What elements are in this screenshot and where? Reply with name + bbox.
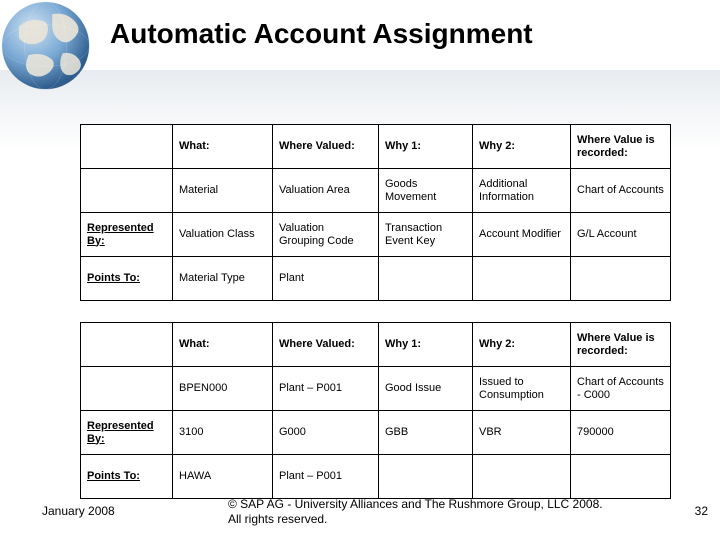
header-cell: Why 1: (379, 125, 473, 169)
cell: Chart of Accounts (571, 169, 671, 213)
example-table: What: Where Valued: Why 1: Why 2: Where … (80, 322, 671, 499)
cell (571, 257, 671, 301)
cell (379, 455, 473, 499)
footer-copyright: © SAP AG - University Alliances and The … (228, 497, 608, 526)
cell: Plant – P001 (273, 455, 379, 499)
row-label: Represented By: (81, 213, 173, 257)
cell: GBB (379, 411, 473, 455)
header-cell: What: (173, 323, 273, 367)
row-label: Points To: (81, 257, 173, 301)
row-label (81, 367, 173, 411)
cell: Material Type (173, 257, 273, 301)
cell: G000 (273, 411, 379, 455)
header-cell: Where Value is recorded: (571, 323, 671, 367)
row-label: Represented By: (81, 411, 173, 455)
header-cell: Why 2: (473, 323, 571, 367)
header-cell: Why 2: (473, 125, 571, 169)
cell: G/L Account (571, 213, 671, 257)
globe-icon (0, 0, 95, 95)
row-label (81, 169, 173, 213)
cell: BPEN000 (173, 367, 273, 411)
table-row: Points To: Material Type Plant (81, 257, 671, 301)
cell: VBR (473, 411, 571, 455)
footer-date: January 2008 (42, 504, 115, 518)
cell: Issued to Consumption (473, 367, 571, 411)
header-cell: Where Valued: (273, 125, 379, 169)
cell: HAWA (173, 455, 273, 499)
header-cell: Where Valued: (273, 323, 379, 367)
row-label: Points To: (81, 455, 173, 499)
table-row: What: Where Valued: Why 1: Why 2: Where … (81, 125, 671, 169)
cell: Plant (273, 257, 379, 301)
cell: Valuation Class (173, 213, 273, 257)
cell: Account Modifier (473, 213, 571, 257)
cell (379, 257, 473, 301)
table-row: Material Valuation Area Goods Movement A… (81, 169, 671, 213)
cell: Plant – P001 (273, 367, 379, 411)
table-row: Represented By: Valuation Class Valuatio… (81, 213, 671, 257)
slide-title: Automatic Account Assignment (110, 18, 533, 50)
cell: Chart of Accounts - C000 (571, 367, 671, 411)
cell: Additional Information (473, 169, 571, 213)
header-cell: Why 1: (379, 323, 473, 367)
cell: Valuation Area (273, 169, 379, 213)
cell: Goods Movement (379, 169, 473, 213)
definition-table: What: Where Valued: Why 1: Why 2: Where … (80, 124, 671, 301)
cell (473, 455, 571, 499)
table-row: BPEN000 Plant – P001 Good Issue Issued t… (81, 367, 671, 411)
cell (473, 257, 571, 301)
cell: Valuation Grouping Code (273, 213, 379, 257)
header-cell (81, 323, 173, 367)
cell: 3100 (173, 411, 273, 455)
table-row: What: Where Valued: Why 1: Why 2: Where … (81, 323, 671, 367)
table-row: Represented By: 3100 G000 GBB VBR 790000 (81, 411, 671, 455)
header-cell: What: (173, 125, 273, 169)
cell (571, 455, 671, 499)
header-cell: Where Value is recorded: (571, 125, 671, 169)
cell: Good Issue (379, 367, 473, 411)
cell: Transaction Event Key (379, 213, 473, 257)
header-cell (81, 125, 173, 169)
footer-page-number: 32 (695, 504, 708, 518)
table-row: Points To: HAWA Plant – P001 (81, 455, 671, 499)
cell: Material (173, 169, 273, 213)
cell: 790000 (571, 411, 671, 455)
